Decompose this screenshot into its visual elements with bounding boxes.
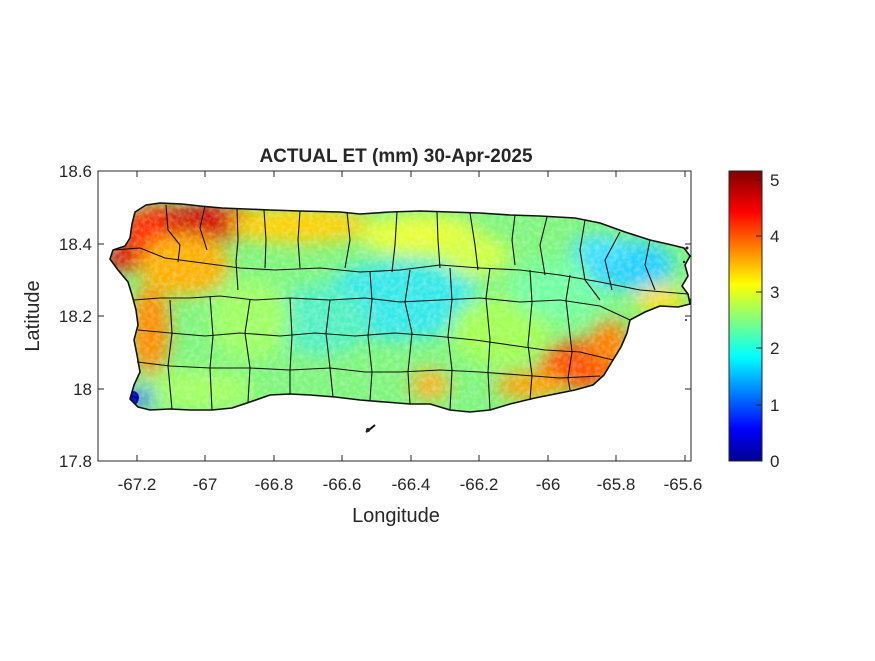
colorbar bbox=[729, 171, 762, 461]
x-tick-label: -66.8 bbox=[255, 475, 294, 494]
y-tick-label: 18.6 bbox=[59, 162, 92, 181]
colorbar-tick-label: 2 bbox=[770, 339, 779, 358]
y-tick-label: 17.8 bbox=[59, 452, 92, 471]
colorbar-tick-label: 3 bbox=[770, 283, 779, 302]
y-axis-label: Latitude bbox=[22, 280, 44, 351]
colorbar-tick-label: 4 bbox=[770, 227, 779, 246]
y-tick-label: 18.2 bbox=[59, 307, 92, 326]
x-tick-label: -67 bbox=[193, 475, 218, 494]
y-tick-label: 18.4 bbox=[59, 235, 92, 254]
colorbar-tick-label: 5 bbox=[770, 171, 779, 190]
x-axis-label: Longitude bbox=[352, 505, 440, 527]
x-tick-label: -66 bbox=[536, 475, 561, 494]
map-title: ACTUAL ET (mm) 30-Apr-2025 bbox=[259, 146, 533, 167]
x-tick-label: -66.4 bbox=[392, 475, 431, 494]
x-tick-label: -65.8 bbox=[597, 475, 636, 494]
colorbar-tick-label: 0 bbox=[770, 452, 779, 471]
y-tick-label: 18 bbox=[73, 380, 92, 399]
x-tick-label: -66.6 bbox=[323, 475, 362, 494]
x-tick-label: -67.2 bbox=[118, 475, 157, 494]
x-tick-label: -66.2 bbox=[460, 475, 499, 494]
colorbar-tick-label: 1 bbox=[770, 396, 779, 415]
x-tick-label: -65.6 bbox=[664, 475, 703, 494]
